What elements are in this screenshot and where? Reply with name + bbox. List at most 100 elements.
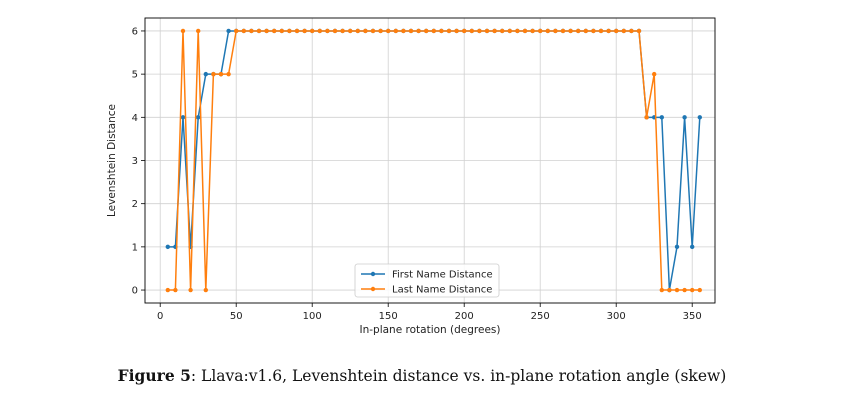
data-point <box>469 28 474 34</box>
data-point <box>348 28 353 34</box>
data-point <box>500 28 505 34</box>
data-point <box>226 28 231 34</box>
data-point <box>287 28 292 34</box>
data-point <box>606 28 611 34</box>
data-point <box>659 287 664 293</box>
data-point <box>652 71 657 77</box>
data-point <box>355 28 360 34</box>
data-point <box>515 28 520 34</box>
legend-label: First Name Distance <box>392 270 493 281</box>
x-tick-label: 200 <box>455 311 474 322</box>
data-point <box>477 28 482 34</box>
data-point <box>196 28 201 34</box>
data-point <box>690 244 695 250</box>
data-point <box>598 28 604 34</box>
x-tick-label: 0 <box>157 311 163 322</box>
data-point <box>439 28 444 34</box>
data-point <box>249 28 254 34</box>
data-point <box>196 115 201 120</box>
data-point <box>363 28 368 34</box>
caption-text: : Llava:v1.6, Levenshtein distance vs. i… <box>190 367 727 385</box>
data-point <box>591 28 596 34</box>
x-tick-label: 100 <box>303 311 322 322</box>
data-point <box>332 28 338 34</box>
series-layer <box>165 28 702 293</box>
legend-label: Last Name Distance <box>392 285 492 296</box>
x-tick-label: 300 <box>607 311 626 322</box>
data-point <box>644 115 649 120</box>
data-point <box>264 28 269 34</box>
data-point <box>614 28 619 34</box>
data-point <box>484 28 490 34</box>
data-point <box>659 115 664 120</box>
data-point <box>462 28 467 34</box>
data-point <box>370 28 376 34</box>
x-tick-label: 350 <box>683 311 702 322</box>
data-point <box>416 28 421 34</box>
data-point <box>378 28 383 34</box>
data-point <box>279 28 284 34</box>
y-tick-label: 1 <box>132 242 138 253</box>
data-point <box>636 28 642 34</box>
legend: First Name Distance Last Name Distance <box>354 263 500 298</box>
data-point <box>203 287 208 293</box>
data-point <box>560 28 566 34</box>
data-point <box>241 28 246 34</box>
y-tick-label: 3 <box>132 156 138 167</box>
data-point <box>393 28 398 34</box>
y-tick-label: 4 <box>132 113 138 124</box>
data-point <box>621 28 626 34</box>
data-point <box>188 287 193 293</box>
data-point <box>317 28 322 34</box>
data-point <box>667 287 672 293</box>
data-point <box>545 28 550 34</box>
data-point <box>674 287 680 293</box>
data-point <box>431 28 436 34</box>
data-point <box>690 287 695 293</box>
data-point <box>218 71 224 77</box>
y-tick-label: 5 <box>132 70 138 81</box>
grid <box>145 18 715 303</box>
data-point <box>310 28 315 34</box>
data-point <box>538 28 543 34</box>
data-point <box>522 28 528 34</box>
x-axis-title: In-plane rotation (degrees) <box>360 324 501 336</box>
data-point <box>568 28 573 34</box>
data-point <box>446 28 452 34</box>
data-point <box>211 71 216 77</box>
y-tick-label: 0 <box>132 286 138 297</box>
data-point <box>408 28 414 34</box>
data-point <box>302 28 307 34</box>
data-point <box>234 28 239 34</box>
data-point <box>165 287 170 293</box>
data-point <box>629 28 634 34</box>
y-tick-label: 2 <box>132 199 138 210</box>
data-point <box>530 28 535 34</box>
figure-caption: Figure 5: Llava:v1.6, Levenshtein distan… <box>0 366 844 385</box>
data-point <box>165 244 170 250</box>
data-point <box>401 28 406 34</box>
data-point <box>682 115 687 120</box>
series-2 <box>165 28 702 293</box>
data-point <box>180 115 186 120</box>
data-point <box>294 28 300 34</box>
data-point <box>173 287 178 293</box>
data-point <box>682 287 687 293</box>
data-point <box>256 28 262 34</box>
data-point <box>203 71 208 77</box>
data-point <box>507 28 512 34</box>
data-point <box>553 28 558 34</box>
data-point <box>454 28 459 34</box>
data-point <box>424 28 429 34</box>
data-point <box>576 28 581 34</box>
data-point <box>583 28 588 34</box>
legend-swatch-marker <box>370 286 376 292</box>
y-axis-title: Levenshtein Distance <box>106 104 118 217</box>
data-point <box>340 28 345 34</box>
data-point <box>386 28 391 34</box>
chart: 0 50 100 150 200 250 300 350 0 1 2 3 4 5 6 In-plane ro… <box>106 17 716 336</box>
ticks: 0 50 100 150 200 250 300 350 0 1 2 3 4 5 6 <box>132 26 702 322</box>
x-tick-label: 250 <box>531 311 550 322</box>
data-point <box>272 28 277 34</box>
data-point <box>325 28 330 34</box>
